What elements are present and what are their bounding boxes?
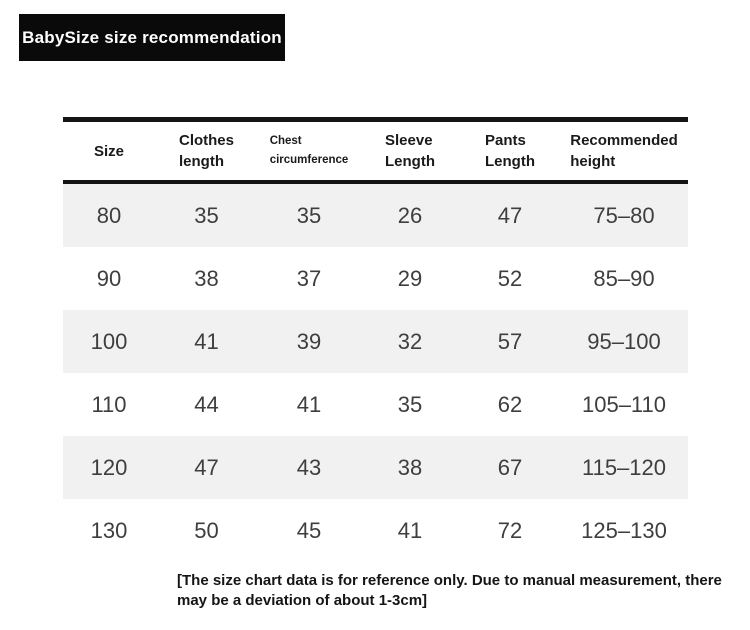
cell-size: 100: [90, 328, 128, 354]
cell-clothes-length: 38: [194, 265, 219, 291]
column-header-clothes-length: Clothes length: [178, 132, 234, 170]
cell-size: 130: [90, 517, 128, 543]
column-header-size: Size: [93, 142, 124, 160]
cell-recommended-height: 85–90: [593, 265, 655, 291]
column-header-chest-circumference: Chest circumference: [269, 135, 349, 166]
page-title: BabySize size recommendation: [19, 14, 285, 61]
table-row: 90 38 37 29 52 85–90: [63, 247, 688, 310]
cell-clothes-length: 35: [194, 202, 219, 228]
cell-sleeve-length: 32: [397, 328, 423, 354]
cell-chest-circumference: 43: [296, 454, 322, 480]
column-header-sleeve-length: Sleeve Length: [385, 132, 435, 170]
column-header-recommended-height: Recommended height: [570, 132, 678, 170]
cell-chest-circumference: 45: [296, 517, 322, 543]
cell-chest-circumference: 39: [296, 328, 322, 354]
table-row: 120 47 43 38 67 115–120: [63, 436, 688, 499]
cell-clothes-length: 41: [194, 328, 219, 354]
table-row: 100 41 39 32 57 95–100: [63, 310, 688, 373]
cell-clothes-length: 47: [194, 454, 219, 480]
cell-chest-circumference: 41: [296, 391, 322, 417]
table-row: 110 44 41 35 62 105–110: [63, 373, 688, 436]
disclaimer-line-1: [The size chart data is for reference on…: [177, 572, 722, 589]
cell-size: 80: [96, 202, 122, 228]
cell-size: 90: [96, 265, 122, 291]
cell-size: 110: [91, 391, 127, 417]
cell-sleeve-length: 29: [397, 265, 423, 291]
cell-pants-length: 72: [497, 517, 523, 543]
cell-recommended-height: 95–100: [587, 328, 661, 354]
cell-pants-length: 67: [497, 454, 523, 480]
cell-pants-length: 52: [497, 265, 523, 291]
disclaimer-note: [The size chart data is for reference on…: [177, 571, 737, 611]
cell-sleeve-length: 41: [397, 517, 423, 543]
cell-pants-length: 62: [497, 391, 523, 417]
cell-recommended-height: 125–130: [581, 517, 667, 543]
cell-pants-length: 57: [497, 328, 523, 354]
table-header-row: Size Clothes length Chest circumference Sl…: [63, 117, 688, 184]
cell-sleeve-length: 26: [397, 202, 423, 228]
cell-recommended-height: 115–120: [581, 454, 666, 480]
table-row: 130 50 45 41 72 125–130: [63, 499, 688, 562]
cell-clothes-length: 44: [194, 391, 219, 417]
cell-pants-length: 47: [497, 202, 523, 228]
cell-recommended-height: 75–80: [593, 202, 655, 228]
cell-sleeve-length: 35: [397, 391, 423, 417]
size-table: Size Clothes length Chest circumference Sl…: [63, 117, 688, 562]
cell-size: 120: [90, 454, 128, 480]
page-title-label: BabySize size recommendation: [22, 27, 282, 47]
cell-sleeve-length: 38: [397, 454, 423, 480]
table-row: 80 35 35 26 47 75–80: [63, 184, 688, 247]
column-header-pants-length: Pants Length: [485, 132, 535, 170]
disclaimer-line-2: may be a deviation of about 1-3cm]: [177, 592, 428, 609]
cell-clothes-length: 50: [194, 517, 219, 543]
cell-chest-circumference: 35: [296, 202, 322, 228]
cell-chest-circumference: 37: [296, 265, 322, 291]
cell-recommended-height: 105–110: [581, 391, 666, 417]
